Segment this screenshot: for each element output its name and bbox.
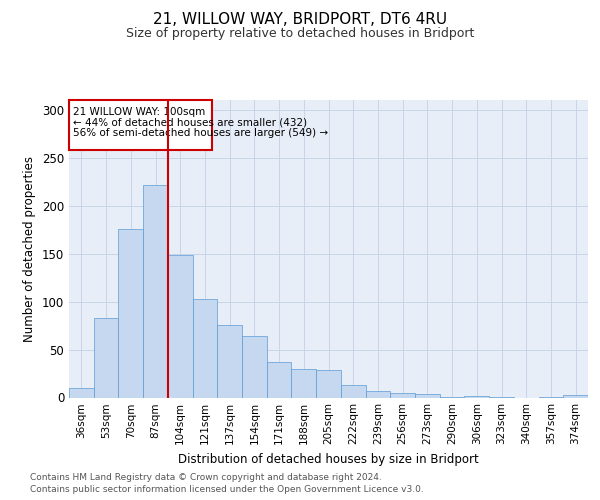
Bar [193,298,217,398]
Bar [390,392,415,398]
Bar [489,396,514,398]
Bar [341,385,365,398]
Bar [242,336,267,398]
Text: Contains public sector information licensed under the Open Government Licence v3: Contains public sector information licen… [30,485,424,494]
Text: Contains HM Land Registry data © Crown copyright and database right 2024.: Contains HM Land Registry data © Crown c… [30,472,382,482]
Bar [464,396,489,398]
Bar [292,368,316,398]
FancyBboxPatch shape [69,100,212,150]
Bar [168,256,193,398]
X-axis label: Distribution of detached houses by size in Bridport: Distribution of detached houses by size … [178,453,479,466]
Text: 56% of semi-detached houses are larger (549) →: 56% of semi-detached houses are larger (… [73,128,328,138]
Bar [316,370,341,398]
Text: 21, WILLOW WAY, BRIDPORT, DT6 4RU: 21, WILLOW WAY, BRIDPORT, DT6 4RU [153,12,447,28]
Bar [118,228,143,398]
Text: Size of property relative to detached houses in Bridport: Size of property relative to detached ho… [126,28,474,40]
Bar [563,394,588,398]
Bar [539,396,563,398]
Bar [143,186,168,398]
Bar [217,324,242,398]
Bar [267,362,292,398]
Text: 21 WILLOW WAY: 100sqm: 21 WILLOW WAY: 100sqm [73,106,205,117]
Bar [69,388,94,398]
Y-axis label: Number of detached properties: Number of detached properties [23,156,37,342]
Bar [415,394,440,398]
Text: ← 44% of detached houses are smaller (432): ← 44% of detached houses are smaller (43… [73,118,307,128]
Bar [440,396,464,398]
Bar [94,318,118,398]
Bar [365,391,390,398]
